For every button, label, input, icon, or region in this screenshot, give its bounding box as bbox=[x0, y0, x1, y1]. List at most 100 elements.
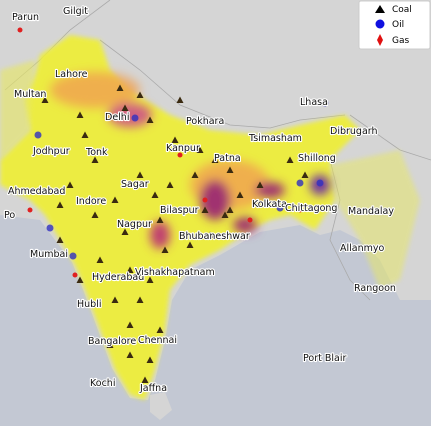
legend-label: Oil bbox=[392, 20, 404, 30]
coal-marker bbox=[211, 156, 219, 163]
gas-marker bbox=[27, 207, 33, 213]
legend: Coal Oil Gas bbox=[358, 0, 431, 50]
city-label: Ahmedabad bbox=[8, 186, 65, 197]
coal-marker bbox=[91, 156, 99, 163]
city-label: Bhubaneshwar bbox=[179, 231, 250, 242]
city-label: Allanmyo bbox=[340, 243, 384, 254]
oil-marker bbox=[131, 114, 139, 122]
plant-markers bbox=[17, 27, 329, 383]
city-label: Jodhpur bbox=[32, 146, 70, 157]
city-label: Pokhara bbox=[186, 116, 224, 127]
gas-marker bbox=[202, 197, 208, 203]
coal-marker bbox=[236, 191, 244, 198]
oil-marker bbox=[69, 252, 77, 260]
coal-marker bbox=[166, 181, 174, 188]
city-label: Tonk bbox=[85, 147, 108, 158]
sri-lanka bbox=[150, 392, 172, 420]
density-base bbox=[0, 35, 360, 400]
coal-marker bbox=[201, 206, 209, 213]
coal-marker bbox=[121, 104, 129, 111]
city-label: Hubli bbox=[77, 299, 101, 310]
coal-marker bbox=[111, 196, 119, 203]
coal-marker bbox=[226, 166, 234, 173]
coal-marker bbox=[136, 171, 144, 178]
city-label: Jaffna bbox=[139, 383, 167, 394]
coal-marker bbox=[206, 231, 214, 238]
coal-marker bbox=[96, 256, 104, 263]
gas-marker bbox=[177, 152, 183, 158]
oil-marker bbox=[34, 131, 42, 139]
city-label: Bangalore bbox=[88, 336, 136, 347]
legend-coal-icon bbox=[375, 5, 385, 13]
gas-marker bbox=[247, 217, 253, 223]
coal-marker bbox=[116, 84, 124, 91]
city-label: Parun bbox=[12, 12, 39, 23]
coal-marker bbox=[176, 96, 184, 103]
oil-marker bbox=[316, 179, 324, 187]
city-label: Shillong bbox=[298, 153, 336, 164]
coal-marker bbox=[196, 146, 204, 153]
city-label: Sagar bbox=[121, 179, 149, 190]
coal-marker bbox=[191, 171, 199, 178]
coal-marker bbox=[146, 276, 154, 283]
city-label: Chennai bbox=[138, 335, 177, 346]
hotspots bbox=[50, 72, 330, 249]
coal-marker bbox=[56, 236, 64, 243]
city-label: Mumbai bbox=[30, 249, 68, 260]
city-label: Kochi bbox=[90, 378, 115, 389]
density-east bbox=[330, 150, 420, 290]
city-label: Kolkata bbox=[252, 199, 287, 210]
coal-marker bbox=[136, 91, 144, 98]
coal-marker bbox=[126, 266, 134, 273]
city-label: Tsimasham bbox=[248, 133, 302, 144]
legend-gas-icon bbox=[377, 34, 383, 46]
coal-marker bbox=[141, 376, 149, 383]
coal-marker bbox=[126, 351, 134, 358]
coal-marker bbox=[41, 96, 49, 103]
coal-marker bbox=[221, 211, 229, 218]
coal-marker bbox=[161, 246, 169, 253]
oil-marker bbox=[321, 99, 329, 107]
city-label: Lahore bbox=[55, 69, 88, 80]
coal-marker bbox=[186, 241, 194, 248]
city-label: Mandalay bbox=[348, 206, 394, 217]
city-label: Rangoon bbox=[354, 283, 396, 294]
legend-label: Coal bbox=[392, 5, 412, 15]
coal-marker bbox=[256, 181, 264, 188]
coal-marker bbox=[106, 341, 114, 348]
oil-marker bbox=[276, 204, 284, 212]
coal-marker bbox=[126, 321, 134, 328]
density-west bbox=[0, 60, 35, 160]
city-labels: Parun Gilgit Lahore Multan Delhi Pokhara Lhasa… bbox=[3, 5, 397, 395]
city-label: Delhi bbox=[105, 112, 129, 123]
city-label: Patna bbox=[214, 153, 241, 164]
gas-marker bbox=[17, 27, 23, 33]
coal-marker bbox=[121, 228, 129, 235]
city-label: Po bbox=[4, 210, 15, 221]
city-label: Gilgit bbox=[63, 6, 88, 17]
coal-marker bbox=[226, 206, 234, 213]
coal-marker bbox=[151, 191, 159, 198]
coal-marker bbox=[301, 171, 309, 178]
city-label: Multan bbox=[14, 89, 46, 100]
city-label: Bilaspur bbox=[160, 205, 199, 216]
city-label: Vishakhapatnam bbox=[135, 267, 215, 278]
coal-marker bbox=[81, 131, 89, 138]
legend-oil-icon bbox=[375, 19, 385, 29]
coal-marker bbox=[111, 296, 119, 303]
city-label: Hyderabad bbox=[92, 272, 144, 283]
coal-marker bbox=[286, 156, 294, 163]
city-label: Chittagong bbox=[285, 203, 337, 214]
oil-marker bbox=[296, 179, 304, 187]
coal-marker bbox=[91, 211, 99, 218]
coal-marker bbox=[146, 116, 154, 123]
gas-marker bbox=[297, 207, 303, 213]
coal-marker bbox=[156, 216, 164, 223]
coal-marker bbox=[156, 326, 164, 333]
coal-marker bbox=[56, 201, 64, 208]
city-label: Nagpur bbox=[117, 219, 152, 230]
gas-marker bbox=[72, 272, 78, 278]
oil-marker bbox=[46, 224, 54, 232]
coal-marker bbox=[171, 136, 179, 143]
